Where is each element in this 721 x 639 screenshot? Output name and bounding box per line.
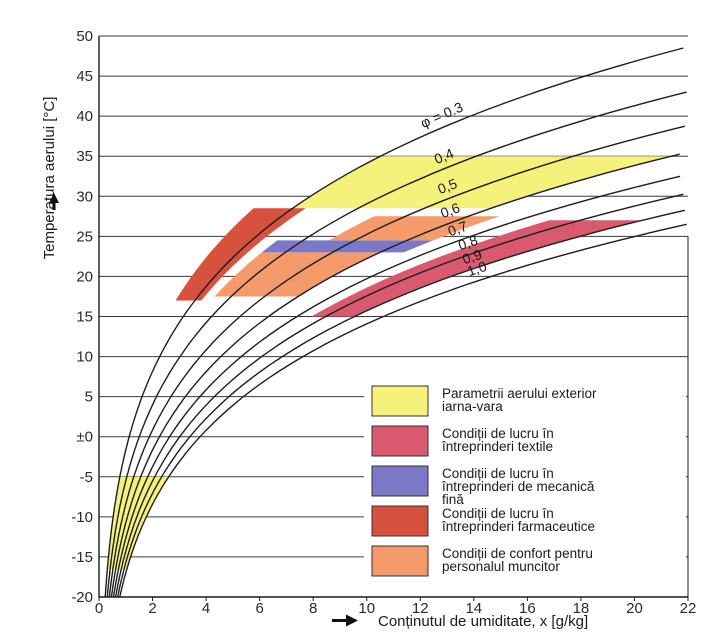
legend-label-line: întreprinderi farmaceutice	[441, 519, 595, 534]
curve-label-phi-1: 1,0	[465, 258, 489, 279]
y-tick-label: 35	[76, 148, 93, 165]
curve-label-phi-0.9: 0,9	[460, 246, 484, 267]
curve-phi-0.9	[117, 209, 686, 598]
x-tick-label: 18	[573, 600, 590, 617]
y-tick-label: 45	[76, 68, 93, 85]
legend-swatch-exterior	[371, 385, 429, 417]
x-axis-title: Conținutul de umiditate, x [g/kg]	[378, 613, 588, 630]
x-tick-label: 8	[309, 600, 317, 617]
legend-swatch-farmaceutice	[371, 505, 429, 537]
legend-label-line: Condiții de lucru în	[442, 506, 554, 521]
axis-layer	[98, 36, 689, 598]
legend-label-line: Parametrii aerului exterior	[442, 386, 597, 401]
legend-label-line: întreprinderi de mecanică	[441, 479, 595, 494]
region-textile	[311, 220, 643, 317]
region-exterior	[107, 476, 169, 569]
y-axis-title: Temperatura aerului [°C]	[41, 97, 58, 260]
x-tick-label: 2	[148, 600, 156, 617]
legend-label-exterior: Parametrii aerului exterior iarna-vara	[442, 386, 597, 414]
legend-label-textile: Condiții de lucru în întreprinderi textil…	[441, 426, 554, 454]
curve-label-phi-0.8: 0,8	[456, 232, 480, 254]
y-tick-label: 15	[76, 309, 93, 326]
y-tick-label: -15	[71, 549, 93, 566]
y-tick-label: ±0	[76, 429, 93, 446]
curve-phi-0.3	[104, 47, 684, 598]
legend-label-line: Condiții de lucru în	[442, 466, 554, 481]
y-tick-label: -5	[80, 469, 93, 486]
legend-swatch-confort	[371, 545, 429, 577]
curve-label-phi-0.5: 0,5	[435, 175, 459, 197]
region-confort	[214, 252, 380, 297]
y-tick-label: 5	[85, 389, 93, 406]
curve-phi-0.7	[112, 175, 681, 598]
curve-label-phi-0.7: 0,7	[446, 218, 470, 240]
region-mecanica	[261, 240, 434, 253]
legend-label-line: iarna-vara	[442, 399, 503, 414]
x-tick-label: 16	[519, 600, 536, 617]
curve-layer	[104, 47, 687, 598]
curve-label-phi-0.4: 0,4	[432, 145, 456, 167]
x-tick-label: 6	[255, 600, 263, 617]
y-tick-label: 10	[76, 349, 93, 366]
legend-label-line: fină	[442, 492, 464, 507]
region-confort	[329, 216, 500, 241]
x-tick-label: 0	[95, 600, 103, 617]
legend-label-confort: Condiții de confort pentru personalul mun…	[442, 546, 593, 574]
curve-phi-0.5	[108, 125, 686, 598]
y-tick-label: 20	[76, 268, 93, 285]
region-layer	[107, 156, 672, 569]
y-tick-label: 25	[76, 228, 93, 245]
x-tick-label: 10	[358, 600, 375, 617]
y-tick-label: 40	[76, 108, 93, 125]
curve-phi-1	[119, 223, 687, 598]
legend-label-mecanica: Condiții de lucru în întreprinderi de mec…	[441, 466, 595, 507]
legend-label-line: Condiții de lucru în	[442, 426, 554, 441]
x-tick-label: 12	[412, 600, 429, 617]
legend: Parametrii aerului exterior iarna-vara Con…	[364, 378, 686, 584]
legend-swatch-mecanica	[371, 465, 429, 497]
curve-label-phi-0.6: 0,6	[438, 199, 462, 221]
y-tick-label: -10	[71, 509, 93, 526]
legend-label-farmaceutice: Condiții de lucru în întreprinderi farmac…	[441, 506, 595, 534]
curve-phi-0.6	[110, 153, 680, 598]
tick-label-layer: -20 -15 -10 -5 ±0 5 10 15 20 25 30 35 40 45 50 0 2 4 6 8 10 1…	[71, 28, 696, 617]
y-tick-label: -20	[71, 589, 93, 606]
curve-label-phi-0.3: φ = 0.3	[418, 99, 465, 131]
legend-label-line: personalul muncitor	[442, 559, 560, 574]
legend-swatch-textile	[371, 425, 429, 457]
legend-label-line: Condiții de confort pentru	[442, 546, 593, 561]
x-tick-label: 22	[680, 600, 697, 617]
curve-phi-0.8	[114, 193, 684, 598]
legend-label-line: întreprinderi textile	[441, 439, 553, 454]
x-tick-label: 20	[626, 600, 643, 617]
y-axis-arrow-icon	[49, 193, 59, 210]
x-tick-label: 14	[465, 600, 482, 617]
curve-phi-0.4	[106, 91, 687, 598]
x-axis-arrow-icon	[332, 614, 358, 627]
region-farmaceutice	[175, 208, 306, 301]
y-tick-label: 50	[76, 28, 93, 45]
region-exterior	[292, 156, 672, 209]
x-tick-label: 4	[202, 600, 210, 617]
y-tick-label: 30	[76, 188, 93, 205]
